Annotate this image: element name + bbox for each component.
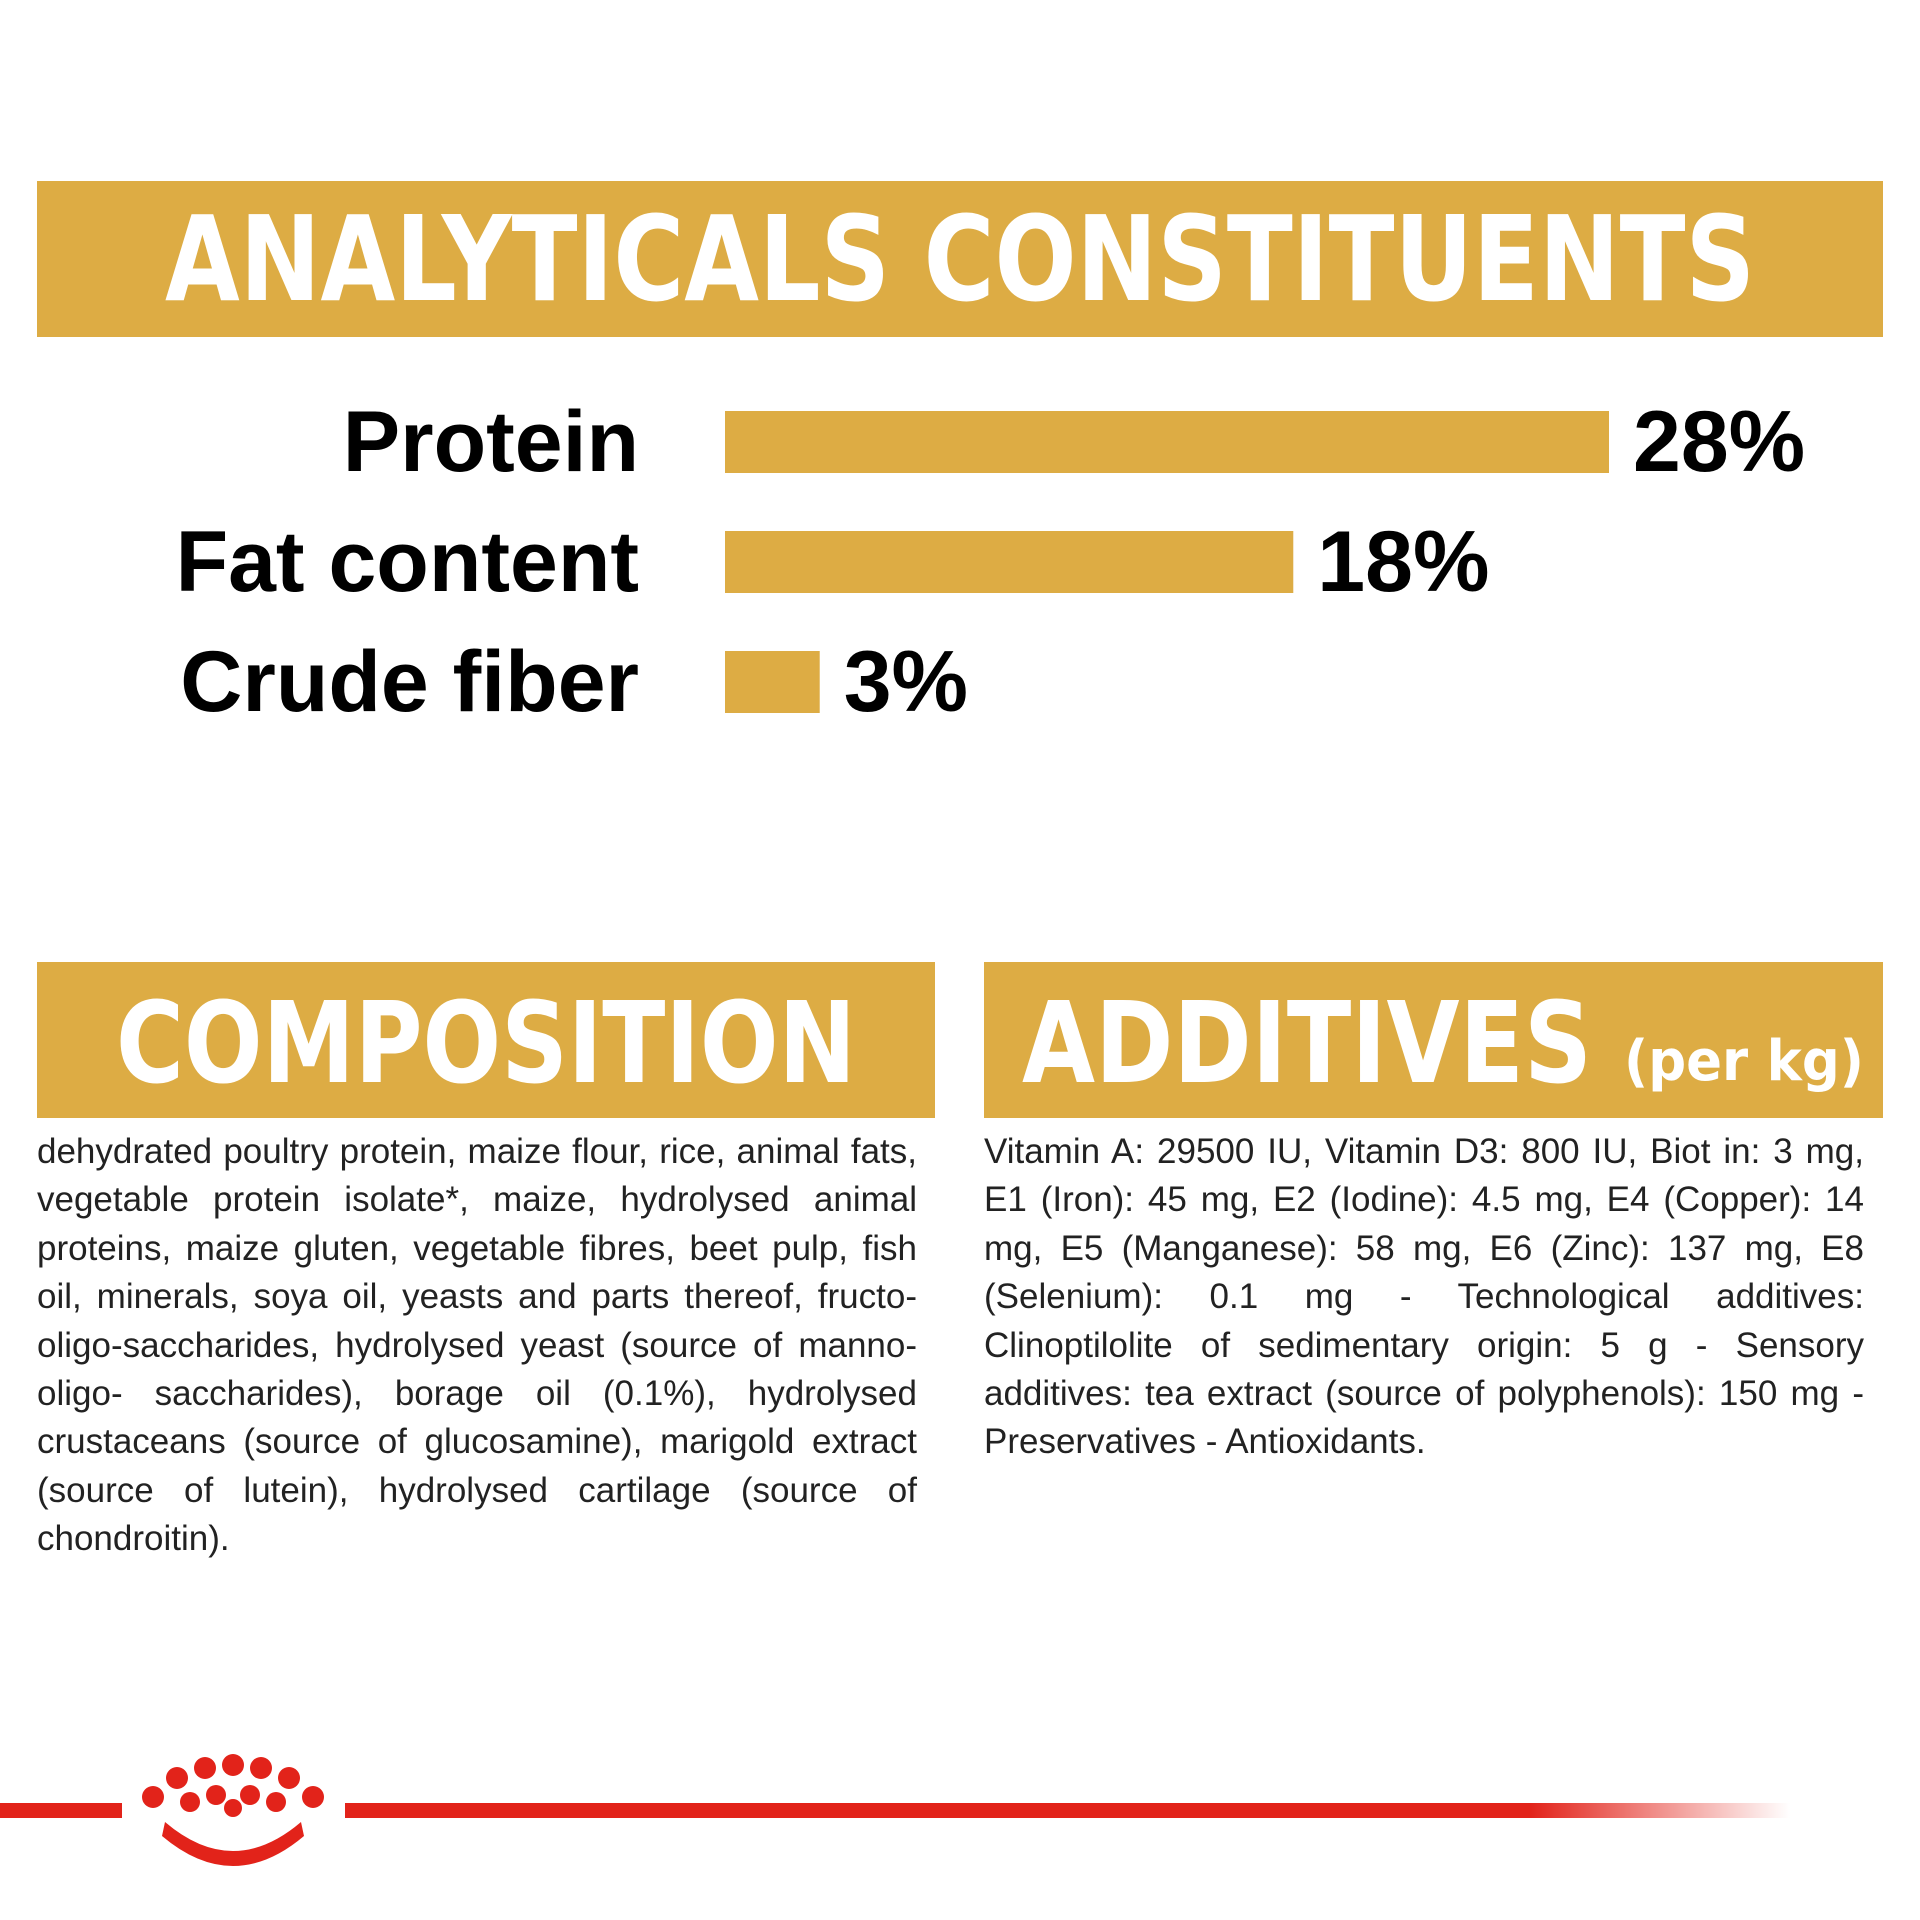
additives-title: ADDITIVES <box>1022 979 1592 1109</box>
additives-unit: (per kg) <box>1624 1029 1864 1094</box>
bar <box>725 531 1294 593</box>
title-band <box>37 181 1883 337</box>
composition-band <box>37 962 935 1118</box>
composition-title: COMPOSITION <box>116 979 856 1109</box>
value-label: 18% <box>1317 514 1489 610</box>
category-label: Fat content <box>176 514 639 610</box>
bar <box>725 651 820 713</box>
value-label: 28% <box>1633 394 1805 490</box>
category-label: Crude fiber <box>180 634 639 730</box>
additives-text: Vitamin A: 29500 IU, Vitamin D3: 800 IU,… <box>984 1132 1864 1462</box>
logo <box>142 1754 324 1866</box>
footer-line <box>345 1803 1790 1818</box>
additives-band <box>984 962 1883 1118</box>
composition-text: dehydrated poultry protein, maize flour,… <box>37 1132 917 1559</box>
bar <box>725 411 1609 473</box>
footer-line <box>0 1803 122 1818</box>
chart-title: ANALYTICALS CONSTITUENTS <box>165 190 1755 328</box>
value-label: 3% <box>844 634 968 730</box>
category-label: Protein <box>343 394 639 490</box>
